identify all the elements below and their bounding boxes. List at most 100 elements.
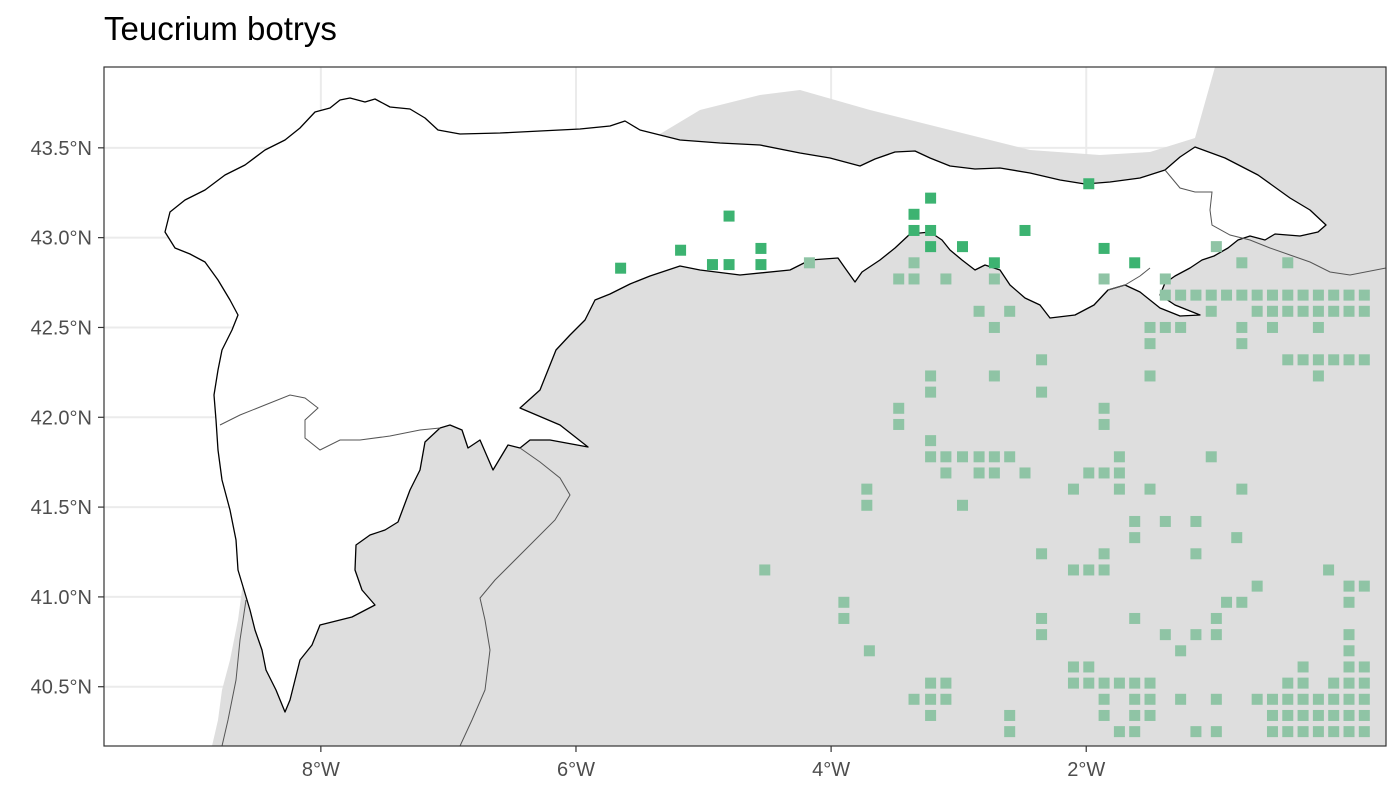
presence-square-outside — [1251, 580, 1263, 592]
presence-square-outside — [1343, 709, 1355, 721]
presence-square-outside — [1210, 241, 1222, 253]
presence-square-outside — [1036, 354, 1048, 366]
presence-square-outside — [1251, 693, 1263, 705]
presence-square-outside — [1251, 305, 1263, 317]
presence-square-outside — [1083, 564, 1095, 576]
presence-square-outside — [1144, 677, 1156, 689]
presence-square-outside — [1358, 677, 1370, 689]
presence-square-outside — [1328, 693, 1340, 705]
admin-border — [1107, 267, 1151, 291]
presence-square-outside — [1144, 338, 1156, 350]
presence-square-outside — [1098, 467, 1110, 479]
map-title: Teucrium botrys — [104, 10, 337, 47]
presence-square-outside — [1098, 693, 1110, 705]
presence-square-outside — [1328, 709, 1340, 721]
presence-square-outside — [925, 693, 937, 705]
presence-square-outside — [1129, 612, 1141, 624]
presence-square-outside — [1358, 354, 1370, 366]
presence-square-outside — [1113, 483, 1125, 495]
y-axis-tick-label: 42.0°N — [31, 407, 92, 429]
presence-square-outside — [861, 483, 873, 495]
presence-square-outside — [1312, 726, 1324, 738]
presence-square-in-area — [723, 259, 735, 271]
presence-square-outside — [1358, 305, 1370, 317]
presence-square-in-area — [706, 259, 718, 271]
presence-square-in-area — [755, 242, 767, 254]
presence-square-outside — [925, 451, 937, 463]
presence-square-outside — [1328, 726, 1340, 738]
admin-border — [219, 394, 441, 451]
presence-square-in-area — [1083, 178, 1095, 190]
presence-square-outside — [1236, 596, 1248, 608]
panel-content — [104, 67, 1386, 746]
presence-square-outside — [1358, 693, 1370, 705]
presence-square-outside — [1190, 515, 1202, 527]
presence-square-outside — [1129, 693, 1141, 705]
presence-square-in-area — [925, 241, 937, 253]
presence-square-outside — [940, 677, 952, 689]
presence-square-outside — [1144, 693, 1156, 705]
presence-square-in-area — [675, 244, 687, 256]
presence-square-outside — [925, 677, 937, 689]
presence-square-outside — [1236, 483, 1248, 495]
presence-square-outside — [1343, 645, 1355, 657]
presence-square-outside — [1113, 726, 1125, 738]
presence-square-outside — [1343, 580, 1355, 592]
presence-square-outside — [1113, 467, 1125, 479]
presence-square-outside — [1129, 726, 1141, 738]
presence-square-outside — [988, 321, 1000, 333]
presence-square-outside — [1190, 289, 1202, 301]
y-axis-tick-label: 43.5°N — [31, 138, 92, 160]
presence-square-outside — [1098, 273, 1110, 285]
presence-square-in-area — [956, 241, 968, 253]
presence-square-in-area — [925, 192, 937, 204]
presence-square-in-area — [988, 257, 1000, 269]
presence-square-outside — [803, 257, 815, 269]
presence-square-in-area — [908, 224, 920, 236]
presence-square-outside — [1175, 693, 1187, 705]
presence-square-outside — [1266, 693, 1278, 705]
presence-square-outside — [908, 693, 920, 705]
presence-square-outside — [988, 370, 1000, 382]
presence-square-outside — [1221, 289, 1233, 301]
presence-square-outside — [1210, 693, 1222, 705]
presence-square-outside — [1297, 677, 1309, 689]
presence-square-outside — [1282, 289, 1294, 301]
presence-square-outside — [1113, 677, 1125, 689]
presence-square-outside — [988, 451, 1000, 463]
presence-square-outside — [1312, 305, 1324, 317]
presence-square-outside — [1282, 354, 1294, 366]
presence-square-outside — [1004, 451, 1016, 463]
presence-square-outside — [1266, 726, 1278, 738]
presence-square-outside — [1004, 709, 1016, 721]
presence-square-outside — [940, 451, 952, 463]
presence-square-outside — [1144, 321, 1156, 333]
presence-square-outside — [1343, 726, 1355, 738]
presence-square-outside — [1266, 289, 1278, 301]
presence-square-outside — [1328, 305, 1340, 317]
presence-square-outside — [1036, 548, 1048, 560]
presence-square-outside — [1175, 321, 1187, 333]
presence-square-outside — [1083, 677, 1095, 689]
presence-square-outside — [1297, 289, 1309, 301]
presence-square-outside — [1019, 467, 1031, 479]
presence-square-outside — [1358, 661, 1370, 673]
presence-square-outside — [1297, 693, 1309, 705]
presence-square-outside — [1282, 693, 1294, 705]
admin-border — [221, 599, 247, 746]
presence-square-outside — [1282, 726, 1294, 738]
presence-square-outside — [1323, 564, 1335, 576]
presence-square-outside — [1231, 532, 1243, 544]
presence-square-outside — [759, 564, 771, 576]
presence-square-outside — [861, 499, 873, 511]
presence-square-outside — [908, 257, 920, 269]
presence-square-outside — [1343, 629, 1355, 641]
presence-square-outside — [1004, 726, 1016, 738]
study-area-polygon — [164, 97, 1327, 713]
presence-square-outside — [1129, 515, 1141, 527]
presence-square-outside — [1343, 677, 1355, 689]
presence-square-outside — [956, 499, 968, 511]
presence-square-outside — [1205, 289, 1217, 301]
presence-square-outside — [1297, 661, 1309, 673]
presence-square-outside — [1358, 289, 1370, 301]
